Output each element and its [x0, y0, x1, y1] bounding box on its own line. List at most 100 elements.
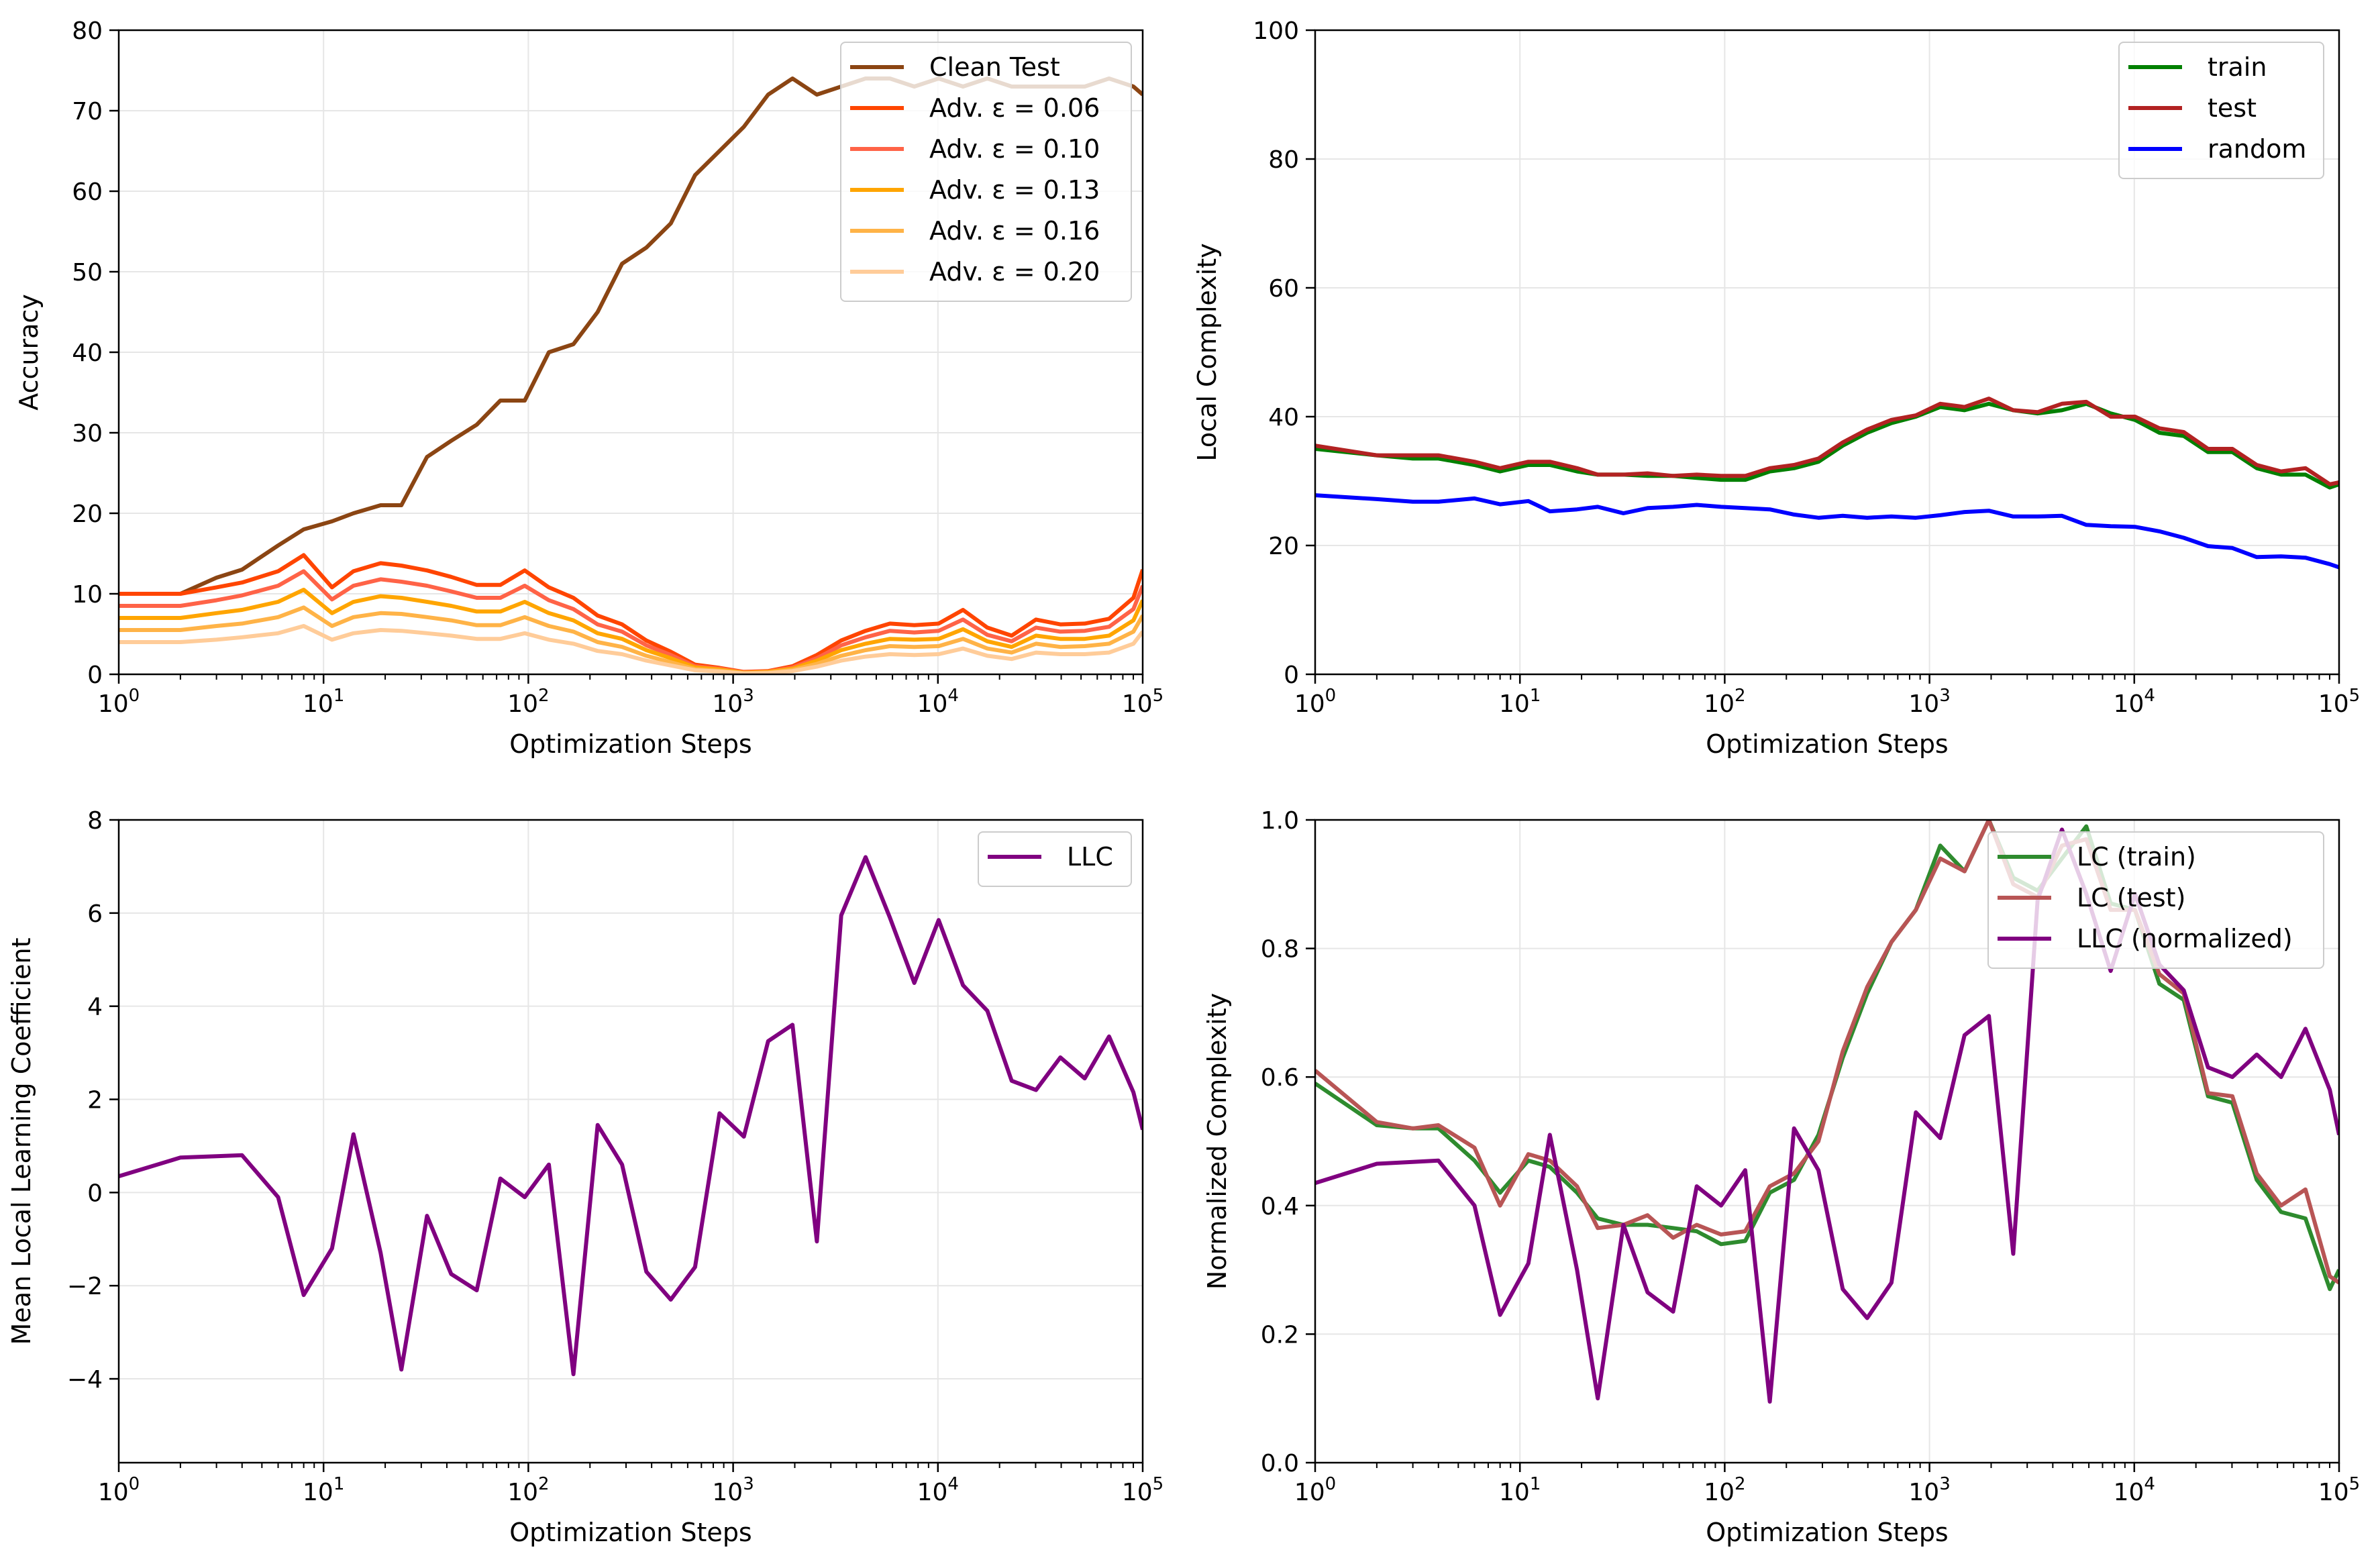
- axes-frame: [1314, 819, 2340, 1464]
- y-tick-label: 1.0: [1261, 807, 1299, 835]
- series-lines: [119, 855, 1143, 1377]
- y-tick-label: 80: [1268, 146, 1299, 174]
- x-tick-label: 101: [1499, 1474, 1541, 1506]
- x-tick-label: 105: [1122, 1474, 1163, 1506]
- x-tick-label: 103: [712, 686, 754, 718]
- axes-frame: [117, 819, 1144, 1464]
- y-tick-label: 0.8: [1261, 936, 1299, 963]
- legend-label-0: train: [2208, 52, 2267, 82]
- x-tick-label: 104: [917, 1474, 959, 1506]
- x-tick-label: 100: [1294, 686, 1336, 718]
- chart-accuracy: 100 101 102 103 104 105 0 10 20 30 40 50 60 70 80 Optim…: [14, 17, 1163, 759]
- x-tick-label: 100: [98, 1474, 140, 1506]
- y-tick-label: 8: [87, 807, 103, 835]
- series-lines: [1315, 820, 2339, 1404]
- x-tick-label: 104: [2114, 686, 2155, 718]
- legend-box: [2118, 42, 2324, 179]
- y-tick-label: 40: [72, 340, 103, 367]
- x-tick-label: 104: [2114, 1474, 2155, 1506]
- series-line-0: [1315, 401, 2339, 490]
- x-tick-label: 103: [712, 1474, 754, 1506]
- legend: LLC: [978, 831, 1132, 887]
- series-line-4: [119, 605, 1143, 674]
- x-axis-label: Optimization Steps: [509, 1518, 752, 1547]
- series-line-0: [119, 855, 1143, 1377]
- x-tick-label: 102: [1704, 686, 1745, 718]
- y-axis-label: Mean Local Learning Coefficient: [7, 938, 36, 1345]
- y-tick-label: 4: [87, 994, 103, 1021]
- gridlines: [118, 819, 1143, 1463]
- y-tick-label: 0: [1284, 662, 1299, 689]
- x-tick-label: 105: [2318, 686, 2360, 718]
- x-ticks: 100 101 102 103 104 105: [1294, 674, 2360, 718]
- series-line-1: [119, 553, 1143, 674]
- y-tick-label: 30: [72, 420, 103, 448]
- y-tick-label: 0.4: [1261, 1193, 1299, 1220]
- y-tick-label: 20: [1268, 533, 1299, 560]
- x-tick-label: 105: [2318, 1474, 2360, 1506]
- y-tick-label: 0.0: [1261, 1450, 1299, 1477]
- y-axis-label: Local Complexity: [1192, 243, 1222, 461]
- x-tick-label: 101: [1499, 686, 1541, 718]
- y-tick-label: −4: [67, 1366, 103, 1394]
- y-tick-label: 0.2: [1261, 1321, 1299, 1349]
- y-ticks: −4 −2 0 2 4 6 8: [67, 807, 119, 1394]
- y-tick-label: 2: [87, 1087, 103, 1114]
- legend: LC (train) LC (test) LLC (normalized): [1987, 831, 2324, 969]
- x-tick-label: 102: [507, 686, 549, 718]
- x-axis-label: Optimization Steps: [509, 729, 752, 759]
- series-lines: [119, 76, 1143, 674]
- y-tick-label: 10: [72, 581, 103, 609]
- x-tick-label: 101: [303, 686, 344, 718]
- y-tick-label: 0: [87, 662, 103, 689]
- chart-local-complexity: 100 101 102 103 104 105 0 20 40 60 80 100 Optimizati…: [1192, 17, 2360, 759]
- series-line-3: [119, 588, 1143, 674]
- legend-box: [1987, 831, 2324, 969]
- y-axis-label: Accuracy: [14, 294, 44, 411]
- series-line-2: [1315, 827, 2339, 1404]
- x-tick-label: 100: [98, 686, 140, 718]
- chart-normalized-complexity: 100 101 102 103 104 105 0.0 0.2 0.4 0.6 0.8 1.0 Opti…: [1202, 807, 2360, 1547]
- legend-label-0: LLC: [1067, 842, 1113, 872]
- legend: train test random: [2118, 42, 2324, 179]
- legend: Clean Test Adv. ε = 0.06 Adv. ε = 0.10 Adv.…: [840, 42, 1132, 302]
- x-tick-label: 102: [1704, 1474, 1745, 1506]
- y-ticks: 0 20 40 60 80 100: [1253, 17, 1315, 689]
- series-line-2: [119, 569, 1143, 674]
- x-ticks: 100 101 102 103 104 105: [98, 1463, 1163, 1506]
- legend-box: [840, 42, 1132, 302]
- y-tick-label: 6: [87, 900, 103, 928]
- series-lines: [1315, 397, 2339, 570]
- y-tick-label: 0: [87, 1180, 103, 1207]
- y-tick-label: 40: [1268, 404, 1299, 431]
- y-tick-label: 20: [72, 501, 103, 528]
- y-axis-label: Normalized Complexity: [1202, 993, 1232, 1290]
- legend-label-0: Clean Test: [929, 52, 1060, 82]
- legend-label-1: test: [2208, 93, 2257, 123]
- legend-label-4: Adv. ε = 0.16: [929, 216, 1100, 246]
- x-axis-label: Optimization Steps: [1706, 729, 1948, 759]
- y-tick-label: 50: [72, 259, 103, 286]
- x-ticks: 100 101 102 103 104 105: [1294, 1463, 2360, 1506]
- series-line-1: [1315, 397, 2339, 486]
- y-tick-label: 60: [72, 178, 103, 206]
- x-tick-label: 100: [1294, 1474, 1336, 1506]
- y-tick-label: 70: [72, 98, 103, 125]
- series-line-2: [1315, 493, 2339, 570]
- x-tick-label: 104: [917, 686, 959, 718]
- series-line-5: [119, 624, 1143, 674]
- y-ticks: 0.0 0.2 0.4 0.6 0.8 1.0: [1261, 807, 1315, 1477]
- x-tick-label: 103: [1908, 686, 1950, 718]
- legend-label-2: random: [2208, 134, 2306, 164]
- x-axis-label: Optimization Steps: [1706, 1518, 1948, 1547]
- y-tick-label: 80: [72, 17, 103, 45]
- chart-llc: 100 101 102 103 104 105 −4 −2 0 2 4 6 8 Optimization …: [7, 807, 1163, 1547]
- legend-label-2: LLC (normalized): [2077, 924, 2293, 953]
- legend-label-2: Adv. ε = 0.10: [929, 134, 1100, 164]
- y-tick-label: 100: [1253, 17, 1299, 45]
- series-line-1: [1315, 820, 2339, 1285]
- legend-label-3: Adv. ε = 0.13: [929, 175, 1100, 205]
- legend-label-0: LC (train): [2077, 842, 2196, 872]
- axes-frame: [1314, 29, 2340, 676]
